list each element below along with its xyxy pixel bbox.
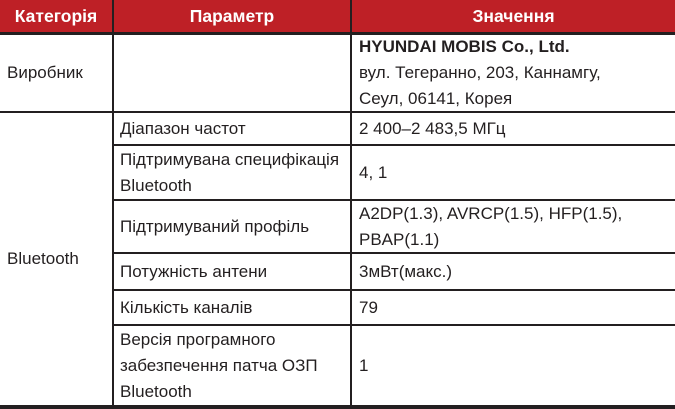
value-cell-channel-count: 79	[352, 291, 675, 326]
parameter-cell-channel-count: Кількість каналів	[114, 291, 352, 326]
parameter-cell-frequency-range: Діапазон частот	[114, 113, 352, 146]
value-cell-manufacturer: HYUNDAI MOBIS Co., Ltd. вул. Тегеранно, …	[352, 35, 675, 113]
value-cell-bt-specification: 4, 1	[352, 146, 675, 201]
parameter-cell-antenna-power: Потужність антени	[114, 254, 352, 291]
parameter-cell-ram-patch-version: Версія програмного забезпечення патча ОЗ…	[114, 326, 352, 405]
header-parameter: Параметр	[114, 0, 352, 35]
category-cell-bluetooth: Bluetooth	[0, 113, 114, 405]
value-cell-antenna-power: 3мВт(макс.)	[352, 254, 675, 291]
manufacturer-address-line-1: вул. Тегеранно, 203, Каннамгу,	[359, 63, 601, 82]
parameter-cell-supported-profile: Підтримуваний профіль	[114, 201, 352, 254]
parameter-cell-bt-specification: Підтримувана специфікація Bluetooth	[114, 146, 352, 201]
value-cell-supported-profile: A2DP(1.3), AVRCP(1.5), HFP(1.5), PBAP(1.…	[352, 201, 675, 254]
category-cell-manufacturer: Виробник	[0, 35, 114, 113]
header-category: Категорія	[0, 0, 114, 35]
value-cell-ram-patch-version: 1	[359, 355, 369, 375]
manufacturer-name-line: HYUNDAI MOBIS Co., Ltd.	[359, 37, 570, 56]
value-cell-frequency-range: 2 400–2 483,5 МГц	[352, 113, 675, 146]
table-bottom-border	[0, 405, 675, 409]
header-value: Значення	[352, 0, 675, 35]
parameter-cell-manufacturer-empty	[114, 35, 352, 113]
manufacturer-address-line-2: Сеул, 06141, Корея	[359, 89, 513, 108]
